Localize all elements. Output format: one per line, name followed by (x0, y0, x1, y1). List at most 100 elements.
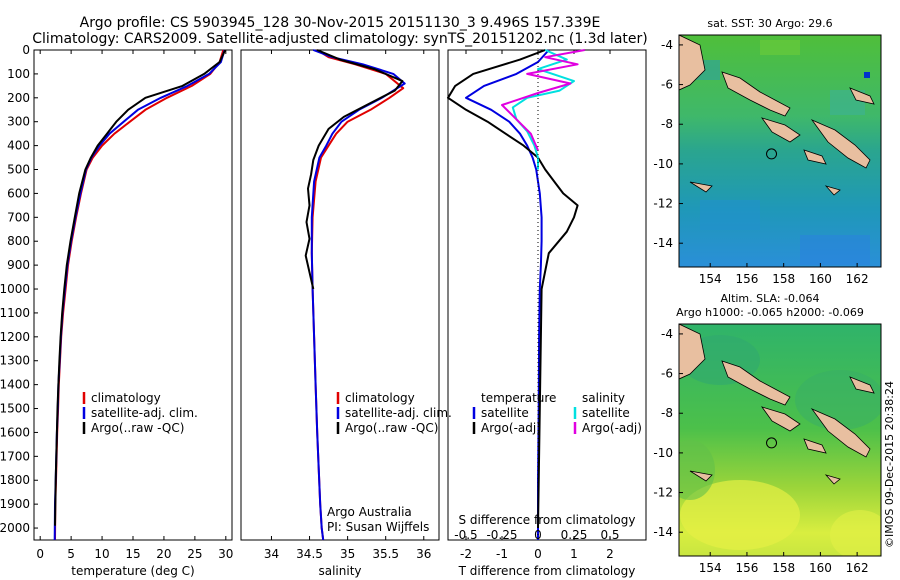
x-tick-label: 25 (187, 547, 202, 561)
s-tick-label: 0.25 (561, 528, 588, 542)
depth-tick-label: 200 (7, 91, 30, 105)
x-tick-label: 2 (606, 547, 614, 561)
x-tick-label: 15 (125, 547, 140, 561)
argo-position-marker (766, 437, 778, 449)
depth-tick-label: 1700 (0, 449, 30, 463)
legend-s-satellite: satellite (582, 406, 630, 420)
series-line-s-argo (501, 49, 585, 151)
depth-tick-label: 600 (7, 186, 30, 200)
legend-satellite: satellite-adj. clim. (91, 406, 198, 420)
lat-tick-label: -12 (653, 486, 673, 500)
difference-legend: temperature satellite Argo(-adj) salinit… (472, 391, 642, 435)
salinity-plot: 34 34.5 35 35.5 36 (264, 49, 431, 561)
x-tick-label: -2 (460, 547, 472, 561)
argo-position-marker (766, 148, 778, 160)
sla-frame (678, 323, 882, 557)
lat-tick-label: -12 (653, 197, 673, 211)
depth-axis: 0 100 200 300 400 500 600 700 800 900 1000 1100 1200… (0, 43, 38, 535)
sst-map: 154 156 158 160 162 -4 -6 -8 -10 -12 -14 (653, 34, 882, 286)
lon-tick-label: 154 (699, 272, 722, 286)
lat-tick-label: -4 (661, 327, 673, 341)
legend-t-argo: Argo(-adj) (481, 421, 541, 435)
lon-tick-label: 160 (809, 561, 832, 575)
depth-tick-label: 1900 (0, 497, 30, 511)
depth-tick-label: 1000 (0, 282, 30, 296)
x-tick-label: -1 (496, 547, 508, 561)
lon-tick-label: 160 (809, 272, 832, 286)
depth-tick-label: 1300 (0, 354, 30, 368)
series-line-climatology (310, 49, 405, 541)
depth-tick-label: 100 (7, 67, 30, 81)
sla-map: 154 156 158 160 162 -4 -6 -8 -10 -12 -14 (653, 323, 882, 575)
difference-frame (447, 49, 647, 541)
depth-tick-label: 400 (7, 139, 30, 153)
lon-tick-label: 162 (846, 272, 869, 286)
lon-tick-label: 156 (735, 272, 758, 286)
title-line2: Climatology: CARS2009. Satellite-adjuste… (32, 31, 647, 47)
depth-tick-label: 500 (7, 163, 30, 177)
s-tick-label: -0.25 (486, 528, 517, 542)
sst-frame (678, 34, 882, 268)
temperature-legend: climatology satellite-adj. clim. Argo(..… (82, 391, 198, 435)
x-tick-label: 10 (94, 547, 109, 561)
temperature-xlabel: temperature (deg C) (71, 564, 194, 578)
depth-tick-label: 0 (22, 43, 30, 57)
difference-xlabel: T difference from climatology (458, 564, 636, 578)
lat-tick-label: -6 (661, 78, 673, 92)
lat-tick-label: -14 (653, 525, 673, 539)
series-line-climatology (54, 49, 225, 541)
depth-tick-label: 1800 (0, 473, 30, 487)
annotation-argo-australia: Argo Australia (327, 505, 412, 519)
depth-tick-label: 1200 (0, 330, 30, 344)
sla-map-title-line1: Altim. SLA: -0.064 (720, 292, 819, 305)
x-tick-label: 34 (264, 547, 279, 561)
x-tick-label: 30 (218, 547, 233, 561)
x-tick-label: 0 (36, 547, 44, 561)
salinity-legend: climatology satellite-adj. clim. Argo(..… (327, 391, 452, 534)
x-tick-label: 34.5 (296, 547, 323, 561)
series-line-argo (304, 49, 404, 290)
lon-tick-label: 158 (772, 272, 795, 286)
credit-text: ©IMOS 09-Dec-2015 20:38:24 (883, 381, 896, 548)
depth-tick-label: 1500 (0, 402, 30, 416)
depth-tick-label: 1100 (0, 306, 30, 320)
series-line-t-argo (447, 49, 579, 529)
salinity-frame (240, 49, 440, 541)
lon-tick-label: 158 (772, 561, 795, 575)
depth-tick-label: 300 (7, 115, 30, 129)
sst-axes: 154 156 158 160 162 -4 -6 -8 -10 -12 -14 (653, 38, 868, 286)
title-line1: Argo profile: CS 5903945_128 30-Nov-2015… (80, 15, 601, 31)
depth-tick-label: 1600 (0, 425, 30, 439)
sla-axes: 154 156 158 160 162 -4 -6 -8 -10 -12 -14 (653, 327, 868, 575)
x-tick-label: 20 (156, 547, 171, 561)
lat-tick-label: -10 (653, 446, 673, 460)
difference-xlabel-top: S difference from climatology (459, 513, 636, 527)
legend-argo: Argo(..raw -QC) (91, 421, 184, 435)
depth-tick-label: 2000 (0, 521, 30, 535)
lon-tick-label: 156 (735, 561, 758, 575)
difference-plot: -2 -1 0 1 2 -0.5 -0.25 0 0.25 0.5 (447, 49, 620, 561)
lon-tick-label: 162 (846, 561, 869, 575)
legend-t-satellite: satellite (481, 406, 529, 420)
lat-tick-label: -14 (653, 236, 673, 250)
x-tick-label: 0 (534, 547, 542, 561)
legend-salinity-heading: salinity (582, 391, 625, 405)
lat-tick-label: -8 (661, 406, 673, 420)
depth-tick-label: 800 (7, 234, 30, 248)
salinity-xlabel: salinity (318, 564, 361, 578)
depth-tick-label: 1400 (0, 378, 30, 392)
s-tick-label: 0 (534, 528, 542, 542)
series-line-argo (54, 49, 227, 526)
lat-tick-label: -8 (661, 117, 673, 131)
sst-land (679, 35, 875, 196)
legend-satellite: satellite-adj. clim. (345, 406, 452, 420)
legend-climatology: climatology (345, 391, 415, 405)
legend-argo: Argo(..raw -QC) (345, 421, 438, 435)
s-tick-label: -0.5 (454, 528, 477, 542)
x-tick-label: 36 (416, 547, 431, 561)
lat-tick-label: -4 (661, 38, 673, 52)
sst-map-title: sat. SST: 30 Argo: 29.6 (707, 17, 832, 30)
series-line-satellite (53, 49, 226, 541)
legend-climatology: climatology (91, 391, 161, 405)
